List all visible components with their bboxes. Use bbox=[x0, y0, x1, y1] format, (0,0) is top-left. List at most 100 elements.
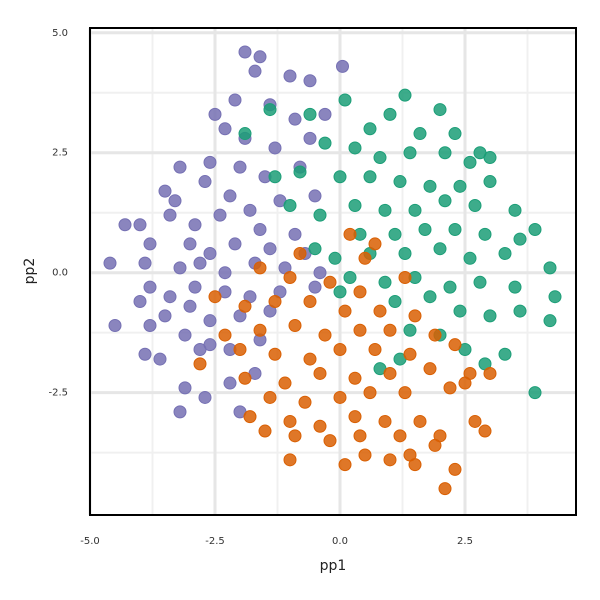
scatter-point bbox=[313, 208, 327, 222]
scatter-point bbox=[413, 414, 427, 428]
scatter-point bbox=[143, 237, 157, 251]
scatter-point bbox=[438, 482, 452, 496]
scatter-point bbox=[473, 275, 487, 289]
scatter-point bbox=[498, 247, 512, 261]
scatter-point bbox=[353, 429, 367, 443]
scatter-point bbox=[193, 357, 207, 371]
scatter-point bbox=[238, 371, 252, 385]
scatter-point bbox=[163, 208, 177, 222]
scatter-point bbox=[388, 227, 402, 241]
scatter-point bbox=[543, 261, 557, 275]
scatter-point bbox=[243, 410, 257, 424]
scatter-point bbox=[303, 131, 317, 145]
scatter-point bbox=[218, 266, 232, 280]
scatter-point bbox=[483, 366, 497, 380]
scatter-point bbox=[428, 328, 442, 342]
scatter-point bbox=[453, 304, 467, 318]
x-tick-label: 0.0 bbox=[332, 536, 348, 547]
scatter-point bbox=[448, 127, 462, 141]
scatter-point bbox=[178, 328, 192, 342]
scatter-point bbox=[233, 342, 247, 356]
scatter-point bbox=[308, 242, 322, 256]
scatter-point bbox=[248, 64, 262, 78]
scatter-point bbox=[328, 251, 342, 265]
scatter-point bbox=[478, 424, 492, 438]
scatter-point bbox=[398, 88, 412, 102]
scatter-point bbox=[433, 103, 447, 117]
scatter-point bbox=[178, 381, 192, 395]
scatter-point bbox=[283, 414, 297, 428]
scatter-point bbox=[138, 256, 152, 270]
scatter-point bbox=[158, 184, 172, 198]
scatter-point bbox=[258, 424, 272, 438]
scatter-point bbox=[408, 309, 422, 323]
scatter-point bbox=[163, 290, 177, 304]
scatter-point bbox=[173, 261, 187, 275]
scatter-point bbox=[168, 194, 182, 208]
scatter-point bbox=[423, 362, 437, 376]
scatter-point bbox=[253, 261, 267, 275]
scatter-point bbox=[198, 390, 212, 404]
y-tick-label: 2.5 bbox=[52, 148, 68, 159]
scatter-point bbox=[358, 251, 372, 265]
scatter-point bbox=[208, 290, 222, 304]
scatter-point bbox=[353, 285, 367, 299]
scatter-point bbox=[403, 347, 417, 361]
scatter-point bbox=[288, 429, 302, 443]
scatter-point bbox=[263, 390, 277, 404]
scatter-point bbox=[363, 170, 377, 184]
scatter-point bbox=[508, 203, 522, 217]
scatter-point bbox=[293, 165, 307, 179]
scatter-point bbox=[368, 237, 382, 251]
scatter-point bbox=[268, 141, 282, 155]
scatter-point bbox=[378, 275, 392, 289]
scatter-point bbox=[383, 366, 397, 380]
scatter-point bbox=[253, 323, 267, 337]
scatter-point bbox=[223, 376, 237, 390]
scatter-point bbox=[483, 175, 497, 189]
scatter-point bbox=[398, 270, 412, 284]
scatter-point bbox=[268, 294, 282, 308]
scatter-point bbox=[133, 294, 147, 308]
scatter-point bbox=[358, 448, 372, 462]
scatter-point bbox=[143, 318, 157, 332]
scatter-point bbox=[343, 270, 357, 284]
scatter-point bbox=[143, 280, 157, 294]
scatter-point bbox=[228, 237, 242, 251]
scatter-point bbox=[203, 314, 217, 328]
scatter-point bbox=[238, 299, 252, 313]
scatter-point bbox=[338, 304, 352, 318]
scatter-point bbox=[373, 304, 387, 318]
scatter-point bbox=[323, 275, 337, 289]
y-tick-label: 5.0 bbox=[52, 28, 68, 39]
scatter-point bbox=[173, 405, 187, 419]
scatter-point bbox=[313, 419, 327, 433]
scatter-point bbox=[388, 294, 402, 308]
scatter-point bbox=[353, 323, 367, 337]
scatter-point bbox=[383, 107, 397, 121]
scatter-point bbox=[343, 227, 357, 241]
scatter-point bbox=[333, 285, 347, 299]
scatter-point bbox=[203, 247, 217, 261]
scatter-point bbox=[408, 203, 422, 217]
y-axis-title: pp2 bbox=[22, 258, 38, 285]
scatter-point bbox=[313, 266, 327, 280]
scatter-point bbox=[308, 280, 322, 294]
scatter-point bbox=[336, 59, 349, 73]
scatter-point bbox=[498, 347, 512, 361]
scatter-point bbox=[318, 328, 332, 342]
scatter-point bbox=[243, 203, 257, 217]
points bbox=[103, 45, 562, 496]
scatter-point bbox=[323, 434, 337, 448]
scatter-point bbox=[183, 237, 197, 251]
scatter-point bbox=[453, 179, 467, 193]
grid bbox=[88, 28, 576, 515]
scatter-point bbox=[378, 203, 392, 217]
scatter-point bbox=[398, 386, 412, 400]
scatter-point bbox=[303, 107, 317, 121]
scatter-point bbox=[213, 208, 227, 222]
scatter-point bbox=[528, 223, 542, 237]
scatter-point bbox=[463, 155, 477, 169]
scatter-point bbox=[283, 453, 297, 467]
